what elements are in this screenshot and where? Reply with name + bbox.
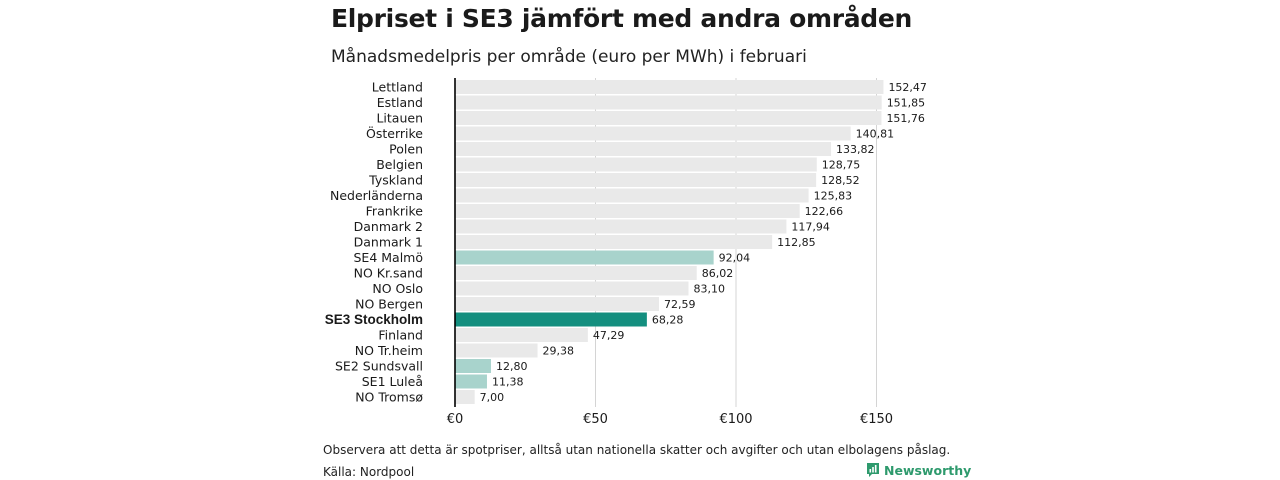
category-label: Frankrike xyxy=(366,204,424,219)
bar xyxy=(455,312,647,327)
x-tick-label: €150 xyxy=(860,412,893,427)
value-label: 122,66 xyxy=(805,205,844,218)
category-label: Estland xyxy=(377,95,423,110)
category-label: NO Oslo xyxy=(372,281,423,296)
value-label: 86,02 xyxy=(702,267,734,280)
value-label: 151,76 xyxy=(886,112,925,125)
chart-title: Elpriset i SE3 jämfört med andra områden xyxy=(331,4,913,33)
value-label: 112,85 xyxy=(777,236,816,249)
category-label: Danmark 1 xyxy=(354,235,423,250)
x-tick-label: €0 xyxy=(447,412,464,427)
value-label: 117,94 xyxy=(791,221,830,234)
value-label: 152,47 xyxy=(888,81,927,94)
value-label: 140,81 xyxy=(856,128,895,141)
value-label: 47,29 xyxy=(593,329,625,342)
bar xyxy=(455,157,817,172)
bar xyxy=(455,126,851,141)
x-tick-label: €100 xyxy=(719,412,752,427)
source-label: Källa: Nordpool xyxy=(323,465,415,479)
bar xyxy=(455,328,588,342)
category-label: Litauen xyxy=(376,111,423,126)
bar xyxy=(455,80,884,94)
value-label: 72,59 xyxy=(664,298,696,311)
category-label: SE3 Stockholm xyxy=(325,312,423,327)
chart-subtitle: Månadsmedelpris per område (euro per MWh… xyxy=(331,47,807,67)
category-label: Polen xyxy=(389,142,423,157)
category-label: Nederländerna xyxy=(330,188,423,203)
bar xyxy=(455,142,832,156)
category-label: Österrike xyxy=(366,125,423,141)
bar xyxy=(455,219,787,234)
category-label: Belgien xyxy=(376,157,423,172)
category-label: SE1 Luleå xyxy=(362,374,423,389)
category-label: Finland xyxy=(378,328,423,343)
bar xyxy=(455,204,800,218)
bar xyxy=(455,111,882,125)
category-label: NO Tr.heim xyxy=(355,343,423,358)
bar xyxy=(455,235,773,249)
value-label: 133,82 xyxy=(836,143,875,156)
bar xyxy=(455,95,882,110)
bar xyxy=(455,390,475,404)
bar xyxy=(455,359,491,373)
value-label: 29,38 xyxy=(543,345,575,358)
value-label: 12,80 xyxy=(496,360,528,373)
value-label: 125,83 xyxy=(814,190,853,203)
value-label: 83,10 xyxy=(694,283,726,296)
category-label: Danmark 2 xyxy=(354,219,423,234)
bar-chart-logo-icon xyxy=(867,463,879,477)
category-label: NO Kr.sand xyxy=(354,266,423,281)
footnote: Observera att detta är spotpriser, allts… xyxy=(323,443,951,457)
category-label: SE4 Malmö xyxy=(353,250,423,265)
newsworthy-logo[interactable]: Newsworthy xyxy=(866,462,971,478)
bar xyxy=(455,188,809,203)
x-tick-label: €50 xyxy=(583,412,608,427)
category-label: NO Tromsø xyxy=(355,390,423,405)
value-label: 128,75 xyxy=(822,159,861,172)
value-label: 151,85 xyxy=(887,97,926,110)
bar xyxy=(455,374,487,389)
bar xyxy=(455,266,697,280)
bar xyxy=(455,250,714,265)
category-label: Lettland xyxy=(372,80,423,95)
brand-name: Newsworthy xyxy=(884,462,972,478)
value-label: 11,38 xyxy=(492,376,523,389)
value-label: 92,04 xyxy=(719,252,751,265)
category-label: Tyskland xyxy=(368,173,423,188)
category-label: NO Bergen xyxy=(355,297,423,312)
value-label: 68,28 xyxy=(652,314,684,327)
bar xyxy=(455,173,817,187)
bar xyxy=(455,281,689,296)
value-label: 128,52 xyxy=(821,174,860,187)
category-label: SE2 Sundsvall xyxy=(335,359,423,374)
bar xyxy=(455,343,538,358)
value-label: 7,00 xyxy=(480,391,505,404)
bar xyxy=(455,297,659,311)
